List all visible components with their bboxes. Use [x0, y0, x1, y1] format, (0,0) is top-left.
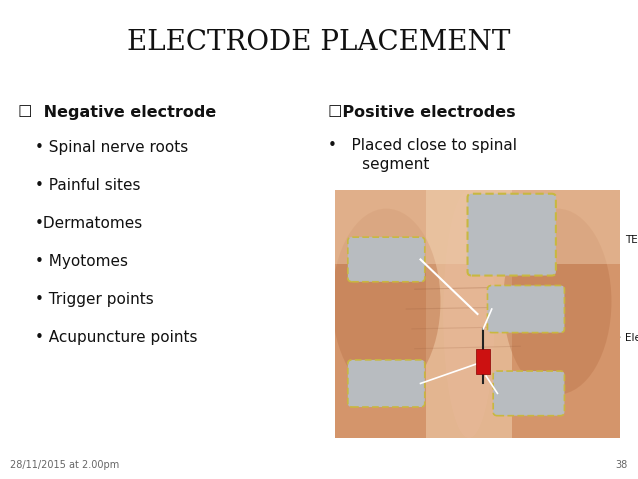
- Text: Electrode: Electrode: [625, 333, 638, 343]
- Ellipse shape: [332, 208, 440, 395]
- Text: ☐  Negative electrode: ☐ Negative electrode: [18, 105, 216, 120]
- Text: • Myotomes: • Myotomes: [35, 254, 128, 269]
- Ellipse shape: [443, 190, 494, 438]
- Text: •   Placed close to spinal: • Placed close to spinal: [328, 138, 517, 153]
- Text: ELECTRODE PLACEMENT: ELECTRODE PLACEMENT: [128, 28, 510, 56]
- Text: TENS therapy: TENS therapy: [625, 235, 638, 245]
- Text: •Dermatomes: •Dermatomes: [35, 216, 144, 231]
- FancyBboxPatch shape: [348, 237, 425, 282]
- Text: • Acupuncture points: • Acupuncture points: [35, 330, 198, 345]
- Text: • Trigger points: • Trigger points: [35, 292, 154, 307]
- Text: 38: 38: [616, 460, 628, 470]
- Text: 28/11/2015 at 2.00pm: 28/11/2015 at 2.00pm: [10, 460, 119, 470]
- FancyBboxPatch shape: [487, 285, 565, 332]
- Bar: [476, 349, 491, 374]
- Text: • Spinal nerve roots: • Spinal nerve roots: [35, 140, 188, 155]
- Ellipse shape: [503, 208, 611, 395]
- Text: • Painful sites: • Painful sites: [35, 178, 140, 193]
- Polygon shape: [335, 190, 620, 264]
- Text: segment: segment: [328, 157, 429, 172]
- Polygon shape: [426, 190, 512, 438]
- FancyBboxPatch shape: [348, 360, 425, 407]
- FancyBboxPatch shape: [493, 371, 565, 416]
- FancyBboxPatch shape: [468, 194, 556, 275]
- Text: ☐Positive electrodes: ☐Positive electrodes: [328, 105, 516, 120]
